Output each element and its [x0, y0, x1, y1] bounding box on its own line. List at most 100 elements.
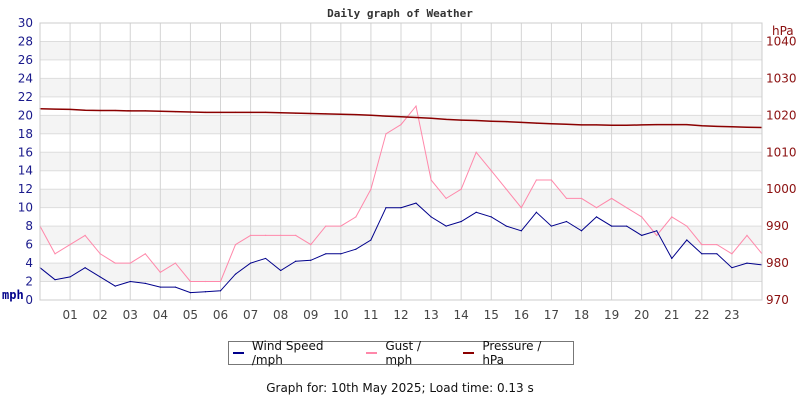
data-point	[535, 179, 537, 181]
data-point	[340, 113, 342, 115]
x-tick-label: 01	[62, 308, 77, 322]
data-point	[325, 253, 327, 255]
y-tick-label: 26	[18, 53, 33, 67]
data-point	[234, 111, 237, 113]
data-point	[641, 216, 643, 218]
legend-swatch	[233, 352, 244, 354]
y-tick-label: 4	[25, 256, 33, 270]
data-point	[84, 109, 86, 111]
data-point	[610, 225, 613, 227]
data-point	[415, 202, 417, 204]
data-point	[54, 279, 56, 281]
y2-tick-label: 990	[766, 219, 789, 233]
y-tick-label: 30	[18, 16, 33, 30]
data-point	[129, 110, 131, 112]
data-point	[686, 225, 688, 227]
data-point	[84, 267, 86, 269]
data-point	[340, 253, 342, 255]
data-point	[159, 271, 161, 273]
x-tick-label: 14	[454, 308, 469, 322]
data-point	[671, 257, 673, 260]
data-point	[595, 124, 598, 126]
data-point	[174, 286, 176, 288]
data-point	[610, 197, 613, 200]
data-point	[415, 116, 417, 119]
data-point	[385, 115, 387, 117]
data-point	[280, 112, 282, 114]
data-point	[475, 151, 477, 153]
legend-item: Gust / mph	[366, 339, 445, 367]
data-point	[249, 262, 252, 264]
data-point	[490, 170, 492, 172]
data-point	[204, 291, 207, 293]
x-tick-label: 23	[724, 308, 739, 322]
y-tick-label: 20	[18, 108, 33, 122]
data-point	[520, 121, 522, 123]
x-tick-label: 08	[273, 308, 288, 322]
data-point	[580, 124, 583, 126]
data-point	[656, 230, 658, 232]
data-point	[580, 197, 583, 200]
data-point	[234, 273, 237, 275]
y-tick-label: 18	[18, 127, 33, 141]
y2-tick-label: 1010	[766, 145, 797, 159]
y-tick-label: 16	[18, 145, 33, 159]
data-point	[84, 234, 86, 236]
data-point	[505, 225, 507, 227]
data-point	[280, 234, 282, 236]
data-point	[565, 220, 568, 223]
legend-label: Pressure / hPa	[482, 339, 542, 367]
x-tick-label: 05	[183, 308, 198, 322]
x-tick-label: 13	[423, 308, 438, 322]
legend-label: Gust / mph	[385, 339, 422, 367]
data-point	[641, 124, 643, 126]
data-point	[746, 234, 748, 236]
data-point	[550, 225, 553, 227]
data-point	[701, 244, 703, 246]
data-point	[310, 112, 312, 115]
data-point	[280, 269, 282, 272]
data-point	[490, 120, 492, 122]
y-tick-label: 6	[25, 238, 33, 252]
data-point	[550, 179, 553, 181]
y-tick-label: 2	[25, 275, 33, 289]
data-point	[595, 207, 598, 209]
y-tick-label: 10	[18, 201, 33, 215]
data-point	[144, 282, 146, 284]
legend: Wind Speed /mph Gust / mph Pressure / hPa	[228, 339, 574, 367]
data-point	[430, 216, 432, 218]
data-point	[460, 188, 462, 190]
data-point	[731, 267, 733, 269]
data-point	[249, 234, 252, 236]
data-point	[265, 111, 267, 113]
legend-item: Wind Speed /mph	[233, 339, 348, 367]
x-tick-label: 16	[514, 308, 529, 322]
legend-item: Pressure / hPa	[463, 339, 559, 367]
x-tick-label: 17	[544, 308, 559, 322]
data-point	[219, 280, 222, 283]
data-point	[520, 207, 522, 209]
data-point	[626, 225, 628, 227]
data-point	[430, 179, 432, 181]
data-point	[565, 123, 568, 125]
data-point	[99, 109, 101, 112]
data-point	[701, 253, 703, 255]
data-point	[54, 108, 56, 110]
legend-swatch	[463, 352, 475, 354]
data-point	[460, 220, 462, 223]
data-point	[565, 197, 568, 200]
data-point	[400, 116, 402, 118]
x-tick-label: 12	[393, 308, 408, 322]
data-point	[686, 239, 688, 241]
data-point	[99, 253, 101, 255]
data-point	[731, 253, 733, 255]
data-point	[626, 207, 628, 209]
y2-tick-label: 1000	[766, 182, 797, 196]
data-point	[535, 122, 537, 124]
data-point	[460, 119, 462, 121]
data-point	[716, 125, 718, 128]
data-point	[219, 290, 222, 292]
data-point	[731, 126, 733, 128]
y2-axis-label: hPa	[772, 24, 794, 38]
footer-status: Graph for: 10th May 2025; Load time: 0.1…	[266, 381, 534, 395]
